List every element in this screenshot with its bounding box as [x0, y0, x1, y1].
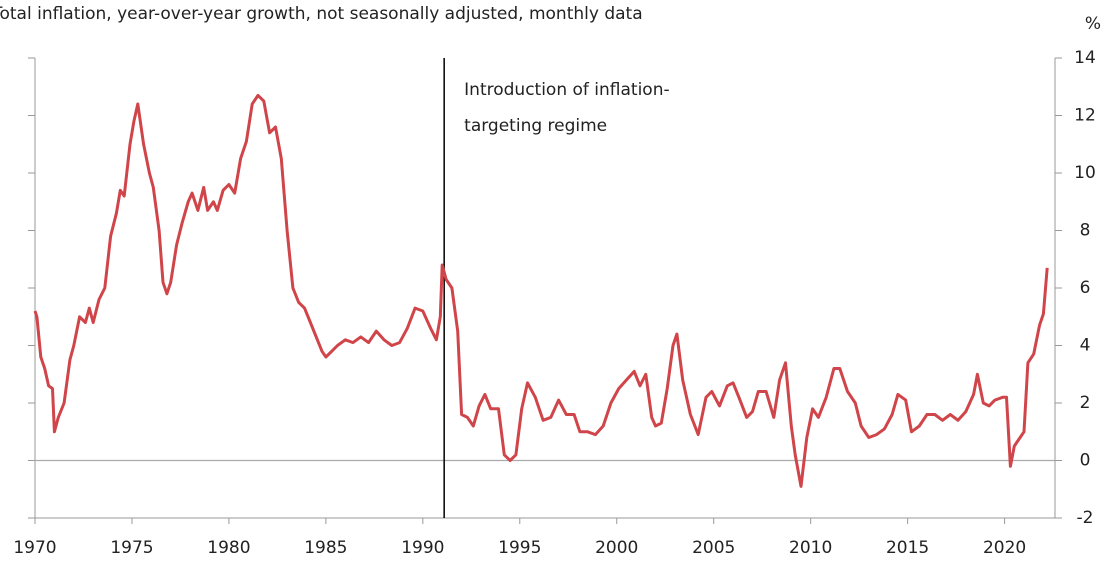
y-tick-label: 10 — [1074, 163, 1096, 183]
x-tick-label: 2015 — [886, 538, 929, 558]
x-tick-label: 1975 — [110, 538, 153, 558]
y-tick-label: 2 — [1080, 393, 1091, 413]
annotation: targeting regime — [464, 116, 607, 136]
chart-title: Total inflation, year-over-year growth, … — [0, 4, 643, 24]
x-tick-label: 1995 — [498, 538, 541, 558]
y-tick-label: 12 — [1074, 106, 1096, 126]
y-tick-label: -2 — [1077, 508, 1094, 528]
x-tick-label: 2010 — [789, 538, 832, 558]
x-tick-label: 1985 — [304, 538, 347, 558]
y-tick-label: 0 — [1080, 451, 1091, 471]
x-tick-label: 2020 — [983, 538, 1026, 558]
y-tick-label: 8 — [1080, 221, 1091, 241]
y-tick-label: 14 — [1074, 48, 1096, 68]
x-tick-label: 1970 — [13, 538, 56, 558]
y-tick-label: 6 — [1080, 278, 1091, 298]
y-tick-label: 4 — [1080, 336, 1091, 356]
x-tick-label: 1980 — [207, 538, 250, 558]
x-tick-label: 2000 — [595, 538, 638, 558]
annotation: Introduction of inflation- — [464, 80, 669, 100]
x-tick-label: 2005 — [692, 538, 735, 558]
y-unit: % — [1085, 14, 1101, 34]
inflation-line — [33, 93, 1049, 488]
x-tick-label: 1990 — [401, 538, 444, 558]
